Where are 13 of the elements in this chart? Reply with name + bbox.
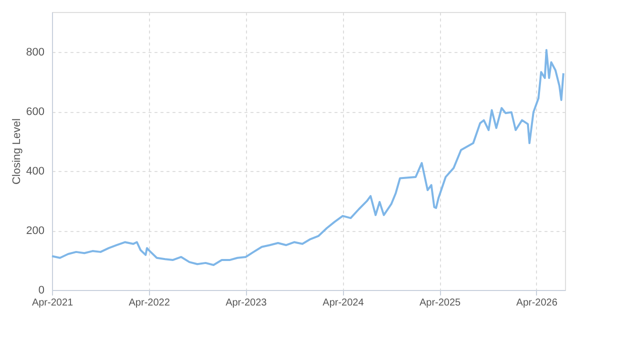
x-tick-label: Apr-2021 [32, 298, 74, 308]
y-tick-label: 600 [26, 106, 44, 118]
y-axis-title: Closing Level [11, 118, 24, 185]
x-tick-label: Apr-2026 [516, 298, 558, 308]
y-tick-label: 0 [38, 284, 44, 296]
y-tick-label: 400 [26, 166, 44, 178]
x-tick-label: Apr-2024 [322, 298, 364, 308]
line-series [51, 49, 564, 266]
y-tick-label: 800 [26, 46, 44, 59]
y-tick-label: 200 [26, 225, 44, 238]
x-tick-label: Apr-2025 [419, 298, 462, 308]
x-tick-label: Apr-2022 [128, 298, 170, 308]
x-tick-label: Apr-2023 [226, 298, 268, 308]
